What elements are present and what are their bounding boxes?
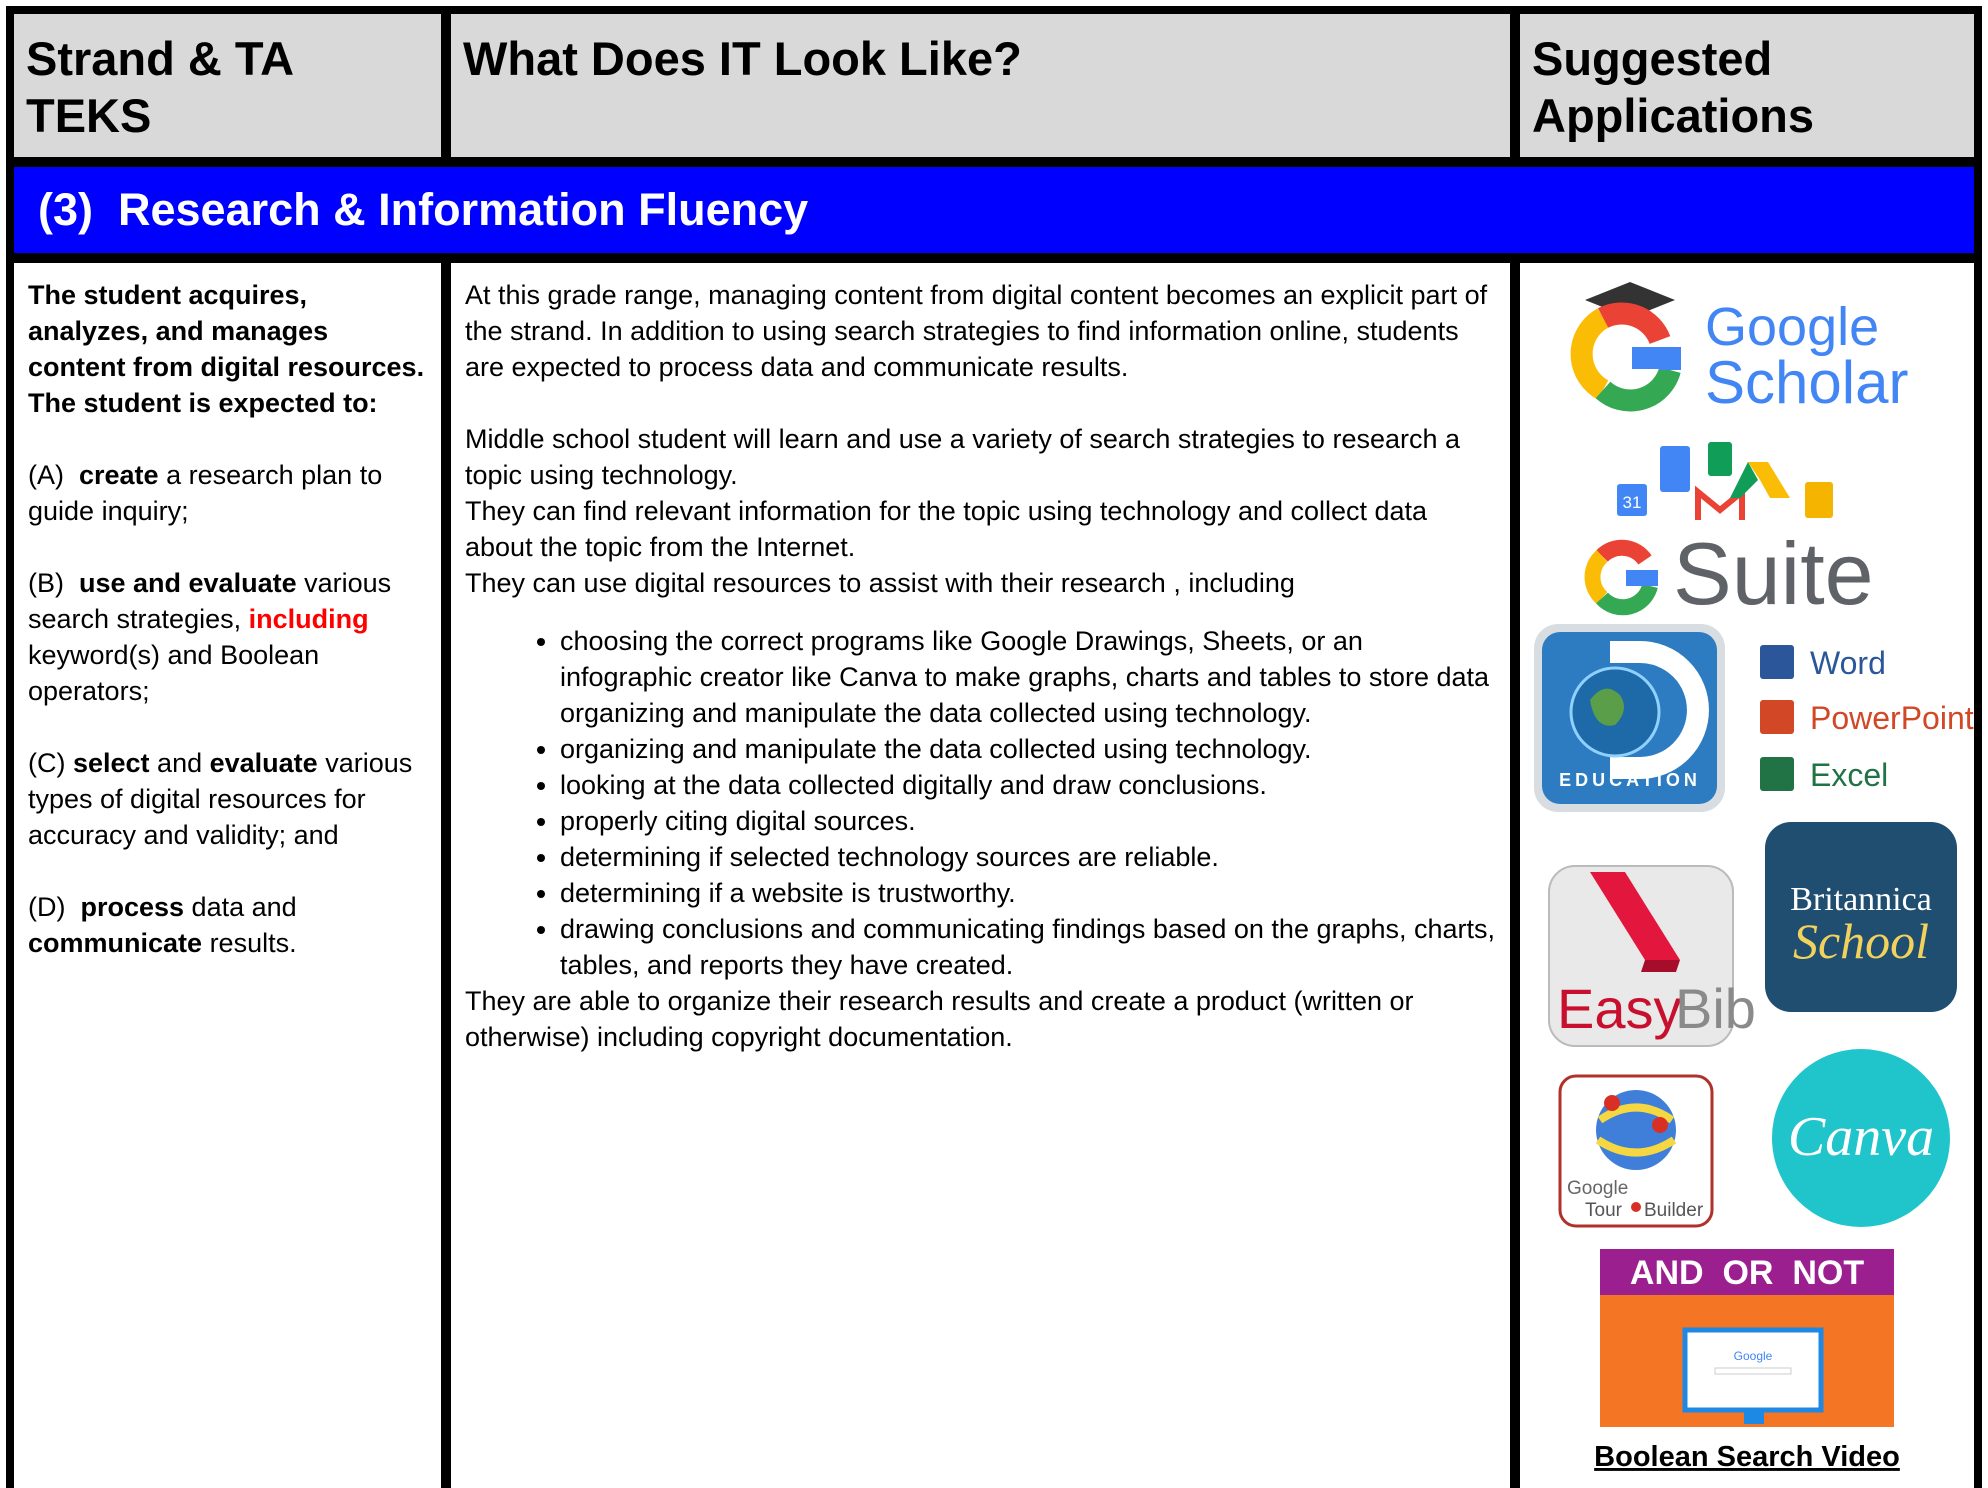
text-run: various types of digital resources for a… (28, 748, 420, 850)
globe-route (1595, 1103, 1677, 1157)
text-run: results. (202, 928, 297, 958)
bullet-list: choosing the correct programs like Googl… (465, 623, 1496, 983)
britannica-logo (1765, 822, 1957, 1012)
logo-text: School (1793, 913, 1929, 969)
easybib-book (1641, 960, 1680, 972)
excel-icon (1760, 757, 1794, 791)
drive-icon (1730, 462, 1758, 498)
text-run: a research plan to guide inquiry; (28, 460, 390, 526)
logo-text: Canva (1788, 1106, 1934, 1168)
logo-text: AND OR NOT (1630, 1254, 1864, 1292)
powerpoint-icon (1760, 700, 1794, 734)
logo-text: Google (1705, 297, 1879, 357)
text-run: (C) (28, 748, 73, 778)
monitor-stand (1744, 1412, 1764, 1424)
bullet-item: organizing and manipulate the data colle… (560, 731, 1496, 767)
text-run: and (149, 748, 210, 778)
logo-text: Scholar (1705, 349, 1908, 416)
description-line: They can find relevant information for t… (465, 496, 1435, 562)
intro-text: The student is expected to: (28, 388, 378, 418)
text-run: communicate (28, 928, 203, 958)
logo-text: Suite (1673, 524, 1874, 623)
text-run: including (248, 604, 369, 634)
canva-logo (1772, 1049, 1950, 1227)
text-run: various search strategies, (28, 568, 399, 634)
text-run: keyword(s) and Boolean operators; (28, 604, 377, 706)
g-logo (1570, 302, 1681, 412)
easybib-book (1590, 872, 1680, 960)
strand-cell: The student acquires, analyzes, and mana… (14, 263, 441, 1488)
gmail-icon (1695, 485, 1745, 520)
logo-text: PowerPoint (1810, 700, 1974, 736)
search-box (1714, 1367, 1792, 1375)
text-run: data and (184, 892, 305, 922)
g-logo (1584, 539, 1658, 616)
section-title: (3) Research & Information Fluency (14, 167, 1974, 253)
bullet-item: determining if selected technology sourc… (560, 839, 1496, 875)
pin (1604, 1095, 1620, 1111)
bullet-item: looking at the data collected digitally … (560, 767, 1496, 803)
expectation: (A) create a research plan to guide inqu… (28, 457, 427, 529)
logo-text: EDUCATION (1559, 770, 1701, 790)
bullet-item: properly citing digital sources. (560, 803, 1496, 839)
header-cell: Suggested Applications (1520, 14, 1974, 157)
text-run: (A) (28, 460, 79, 490)
text-run: (D) (28, 892, 81, 922)
bullet-item: choosing the correct programs like Googl… (560, 623, 1496, 731)
pin (1631, 1202, 1641, 1212)
text-run: evaluate (209, 748, 318, 778)
description-line: They can use digital resources to assist… (465, 568, 1295, 598)
discovery-d (1610, 641, 1709, 779)
logo-text: Bib (1675, 977, 1756, 1040)
pin (1652, 1117, 1668, 1133)
header-text: Strand & TA TEKS (26, 32, 293, 142)
calendar-icon (1617, 484, 1647, 516)
text-run: select (72, 748, 150, 778)
logo-text: Google (1734, 1349, 1773, 1363)
globe-land (1590, 688, 1624, 726)
bullet-item: determining if a website is trustworthy. (560, 875, 1496, 911)
video-link[interactable]: Boolean Search Video (1594, 1441, 1900, 1473)
expectation: (D) process data and communicate results… (28, 889, 427, 961)
word-icon (1760, 645, 1794, 679)
text-run: process (80, 892, 185, 922)
header-text: What Does IT Look Like? (463, 32, 1022, 85)
logo-text: Word (1810, 645, 1886, 681)
intro-text: The student acquires, analyzes, and mana… (28, 280, 425, 382)
closing: They are able to organize their research… (465, 986, 1421, 1052)
expectation: (C) select and evaluate various types of… (28, 745, 427, 853)
text-run: use and evaluate (79, 568, 297, 598)
text-run: create (79, 460, 159, 490)
sheets-icon (1708, 442, 1732, 476)
description-cell: At this grade range, managing content fr… (451, 263, 1510, 1488)
header-text: Suggested Applications (1532, 32, 1815, 142)
logo-text: Easy (1557, 977, 1682, 1040)
easybib-logo (1548, 865, 1734, 1047)
docs-icon (1660, 446, 1690, 492)
overview: At this grade range, managing content fr… (465, 280, 1495, 382)
header-cell: Strand & TA TEKS (14, 14, 441, 157)
description-line: Middle school student will learn and use… (465, 424, 1468, 490)
logo-text: Tour (1585, 1200, 1623, 1221)
header-cell: What Does IT Look Like? (451, 14, 1510, 157)
text-run: (B) (28, 568, 79, 598)
expectation: (B) use and evaluate various search stra… (28, 565, 427, 709)
boolean-banner (1600, 1249, 1894, 1295)
logo-text: Britannica (1790, 881, 1932, 918)
bullet-item: drawing conclusions and communicating fi… (560, 911, 1496, 983)
logo-text: Builder (1644, 1200, 1704, 1221)
monitor (1682, 1327, 1824, 1413)
slides-icon (1805, 482, 1833, 518)
drive-icon (1748, 462, 1790, 498)
logo-text: 31 (1623, 493, 1642, 512)
logo-text: Google (1567, 1178, 1628, 1199)
logo-text: Excel (1810, 757, 1888, 793)
